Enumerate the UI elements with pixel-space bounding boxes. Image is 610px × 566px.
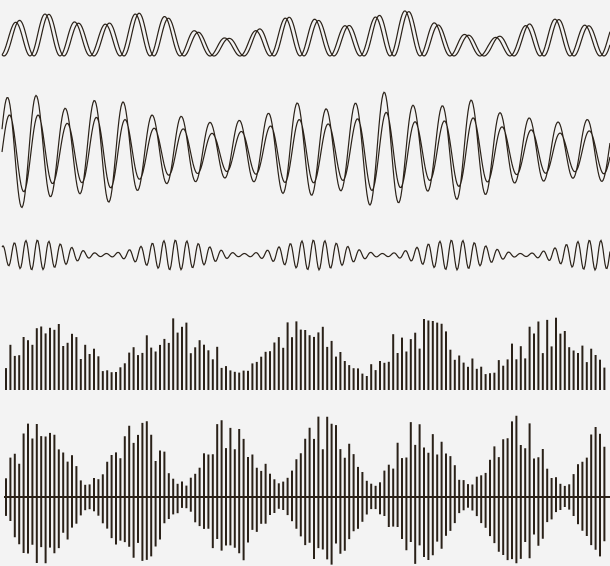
mirrored-bar-spectrum — [4, 415, 610, 565]
wave-line — [1, 10, 610, 57]
double-oscillating-wave — [1, 91, 610, 209]
wave-line — [1, 10, 610, 57]
wave-line — [1, 239, 610, 272]
bar-spectrum — [5, 317, 606, 390]
wave-line — [1, 111, 610, 193]
wave-line — [1, 91, 610, 209]
double-peak-wave — [1, 10, 610, 57]
fine-wave — [1, 239, 610, 272]
